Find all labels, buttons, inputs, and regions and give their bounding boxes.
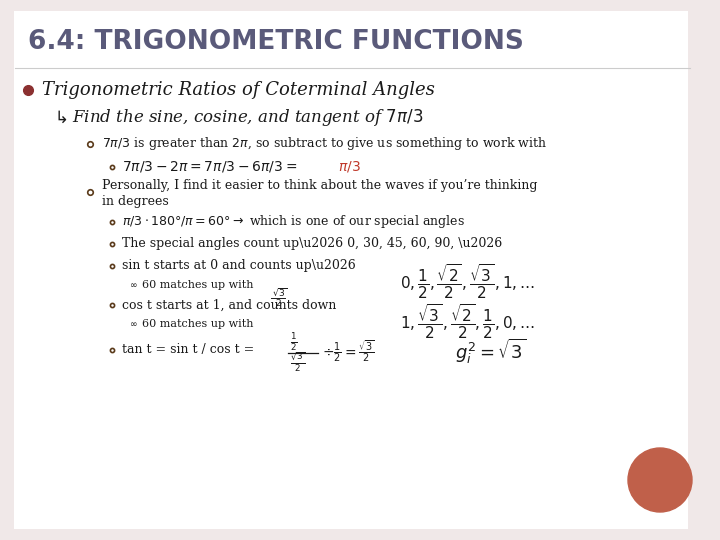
Text: 60 matches up with: 60 matches up with xyxy=(142,280,253,290)
Text: $\frac{1}{2}$: $\frac{1}{2}$ xyxy=(290,331,297,353)
Text: $0, \dfrac{1}{2}, \dfrac{\sqrt{2}}{2}, \dfrac{\sqrt{3}}{2}, 1, \ldots$: $0, \dfrac{1}{2}, \dfrac{\sqrt{2}}{2}, \… xyxy=(400,262,535,301)
Text: $1, \dfrac{\sqrt{3}}{2}, \dfrac{\sqrt{2}}{2}, \dfrac{1}{2}, 0, \ldots$: $1, \dfrac{\sqrt{3}}{2}, \dfrac{\sqrt{2}… xyxy=(400,302,535,341)
Text: $\pi/3$: $\pi/3$ xyxy=(338,159,361,174)
Text: Personally, I find it easier to think about the waves if you’re thinking: Personally, I find it easier to think ab… xyxy=(102,179,538,192)
Text: $7\pi/3$ is greater than $2\pi$, so subtract to give us something to work with: $7\pi/3$ is greater than $2\pi$, so subt… xyxy=(102,136,547,152)
Text: 60 matches up with: 60 matches up with xyxy=(142,319,253,329)
Text: $\div \frac{1}{2} = \frac{\sqrt{3}}{2}$: $\div \frac{1}{2} = \frac{\sqrt{3}}{2}$ xyxy=(322,338,374,364)
Text: $g_i^2 = \sqrt{3}$: $g_i^2 = \sqrt{3}$ xyxy=(455,336,526,366)
Text: ↳: ↳ xyxy=(55,109,69,127)
Circle shape xyxy=(628,448,692,512)
Text: 6.4: TRIGONOMETRIC FUNCTIONS: 6.4: TRIGONOMETRIC FUNCTIONS xyxy=(28,29,524,55)
Text: Trigonometric Ratios of Coterminal Angles: Trigonometric Ratios of Coterminal Angle… xyxy=(42,81,435,99)
Text: ∞: ∞ xyxy=(130,320,138,328)
Text: cos t starts at 1, and counts down: cos t starts at 1, and counts down xyxy=(122,299,336,312)
Text: tan t = sin t / cos t =: tan t = sin t / cos t = xyxy=(122,343,254,356)
Text: $\frac{\sqrt{3}}{2}$: $\frac{\sqrt{3}}{2}$ xyxy=(290,350,305,374)
Text: $7\pi/3 - 2\pi = 7\pi/3 - 6\pi/3 = $: $7\pi/3 - 2\pi = 7\pi/3 - 6\pi/3 = $ xyxy=(122,159,297,174)
Text: $\sqrt{3}$: $\sqrt{3}$ xyxy=(272,286,288,298)
Text: in degrees: in degrees xyxy=(102,195,168,208)
Text: sin t starts at 0 and counts up\u2026: sin t starts at 0 and counts up\u2026 xyxy=(122,260,356,273)
Text: Find the sine, cosine, and tangent of $7\pi/3$: Find the sine, cosine, and tangent of $7… xyxy=(72,107,423,129)
Text: $\pi/3 \cdot 180°/\pi = 60° \rightarrow$ which is one of our special angles: $\pi/3 \cdot 180°/\pi = 60° \rightarrow$… xyxy=(122,213,465,231)
Text: The special angles count up\u2026 0, 30, 45, 60, 90, \u2026: The special angles count up\u2026 0, 30,… xyxy=(122,238,503,251)
Text: ∞: ∞ xyxy=(130,280,138,289)
Text: $2$: $2$ xyxy=(275,298,282,308)
